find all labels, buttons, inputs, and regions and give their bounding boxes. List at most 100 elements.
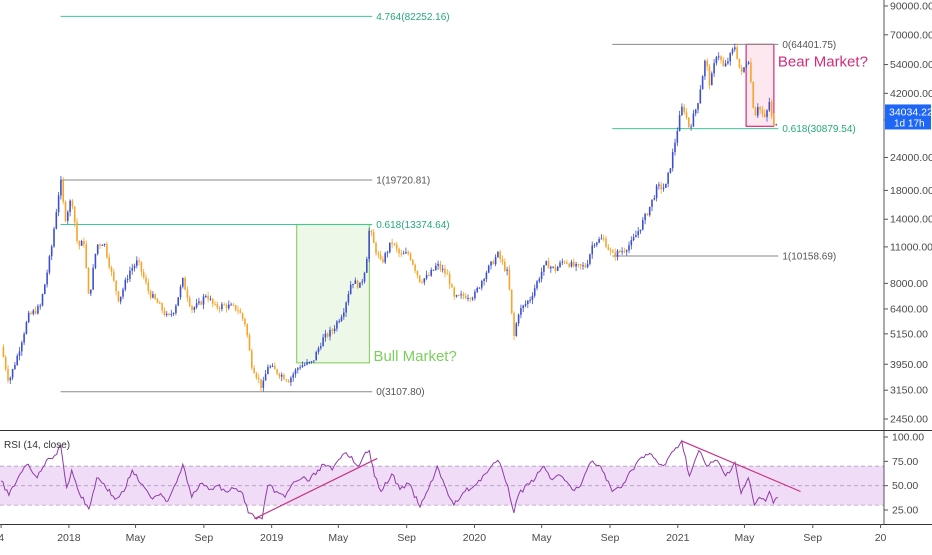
- candle-body-219: [504, 261, 506, 271]
- candle-body-150: [345, 302, 347, 313]
- candle-body-114: [262, 380, 265, 388]
- candle-body-186: [428, 274, 430, 276]
- candle-body-335: [770, 101, 773, 116]
- price-tick-label-2: 70000.00: [890, 29, 932, 41]
- candle-body-173: [398, 248, 400, 254]
- candle-body-197: [453, 287, 456, 297]
- candle-body-94: [216, 303, 219, 308]
- candle-body-39: [90, 289, 92, 294]
- level-label-6: 0.618(30879.54): [782, 124, 855, 135]
- candle-body-121: [278, 373, 281, 377]
- rsi-tick-label-3: 50.00: [892, 480, 918, 492]
- candle-body-162: [372, 232, 375, 243]
- candle-body-124: [285, 379, 288, 381]
- candle-body-225: [517, 314, 520, 324]
- candles: [2, 43, 778, 392]
- candle-body-298: [685, 112, 688, 118]
- candle-body-221: [508, 269, 511, 290]
- candle-body-54: [124, 279, 127, 290]
- candle-body-24: [55, 212, 58, 229]
- price-tick-label-8: 14000.00: [890, 214, 932, 226]
- candle-body-22: [50, 246, 53, 257]
- candle-body-241: [554, 266, 557, 271]
- candle-body-127: [292, 374, 295, 378]
- candle-body-183: [421, 282, 423, 284]
- candle-body-255: [586, 263, 589, 268]
- candle-body-305: [701, 76, 704, 90]
- candle-body-156: [359, 282, 361, 288]
- candle-body-270: [621, 251, 623, 253]
- rsi-trendline-1: [254, 457, 378, 520]
- candle-body-84: [193, 307, 196, 310]
- candle-body-60: [138, 260, 140, 262]
- candle-body-146: [336, 321, 338, 329]
- candle-body-82: [188, 297, 191, 306]
- candle-body-215: [494, 257, 497, 265]
- rsi-trendline-2: [681, 440, 801, 493]
- candle-body-337: [775, 124, 778, 126]
- candle-body-274: [630, 240, 633, 246]
- candle-body-175: [402, 253, 405, 255]
- candle-body-222: [510, 289, 513, 313]
- level-label-2: 1(19720.81): [376, 175, 430, 186]
- candle-body-108: [248, 335, 251, 351]
- candle-body-249: [573, 261, 575, 267]
- candle-body-191: [439, 263, 442, 270]
- candle-body-6: [14, 365, 16, 370]
- candle-body-62: [142, 271, 145, 278]
- candle-body-223: [513, 312, 515, 337]
- time-tick-label-4: Sep: [195, 532, 214, 544]
- candle-body-266: [612, 250, 614, 253]
- candle-body-333: [766, 110, 768, 117]
- candle-body-3: [7, 369, 9, 381]
- candle-body-51: [117, 291, 120, 302]
- candle-body-64: [147, 282, 150, 292]
- candle-body-259: [596, 242, 598, 245]
- candle-body-316: [727, 61, 729, 64]
- candle-body-326: [750, 62, 752, 83]
- candle-body-97: [223, 304, 226, 306]
- candle-body-238: [547, 261, 550, 269]
- candle-body-76: [175, 305, 177, 314]
- candle-body-151: [347, 294, 350, 303]
- candle-body-257: [591, 245, 594, 255]
- candle-body-15: [34, 310, 37, 314]
- candle-body-230: [529, 299, 531, 301]
- candle-body-248: [570, 261, 573, 267]
- candle-body-306: [704, 60, 706, 77]
- candle-body-295: [678, 115, 681, 132]
- candle-body-160: [368, 230, 370, 259]
- time-tick-label-1: 4: [0, 532, 4, 544]
- candle-body-59: [136, 260, 138, 266]
- candle-body-309: [711, 73, 713, 86]
- candle-body-116: [267, 367, 269, 375]
- candle-body-209: [481, 281, 483, 288]
- candle-body-189: [435, 265, 437, 270]
- candle-body-290: [667, 172, 669, 184]
- candle-body-239: [550, 266, 552, 269]
- candle-body-233: [536, 281, 538, 289]
- candle-body-32: [73, 206, 76, 223]
- candle-body-21: [48, 256, 51, 273]
- rsi-tick-label-1: 100.00: [892, 432, 924, 444]
- candle-body-35: [80, 240, 83, 246]
- candle-body-227: [522, 305, 525, 309]
- candle-body-167: [384, 253, 387, 263]
- candle-body-288: [662, 187, 665, 190]
- candle-body-119: [274, 365, 276, 370]
- candle-body-152: [349, 284, 352, 295]
- candle-body-164: [377, 253, 380, 255]
- candle-body-275: [632, 237, 635, 241]
- candle-body-158: [363, 272, 366, 282]
- candle-body-244: [561, 261, 564, 263]
- candle-body-163: [375, 242, 377, 254]
- candle-body-180: [414, 264, 416, 271]
- candle-body-19: [44, 284, 46, 295]
- candle-body-68: [156, 299, 159, 304]
- candle-body-228: [524, 304, 527, 306]
- candle-body-313: [720, 56, 722, 61]
- candle-body-91: [209, 298, 212, 300]
- candle-body-155: [356, 280, 359, 288]
